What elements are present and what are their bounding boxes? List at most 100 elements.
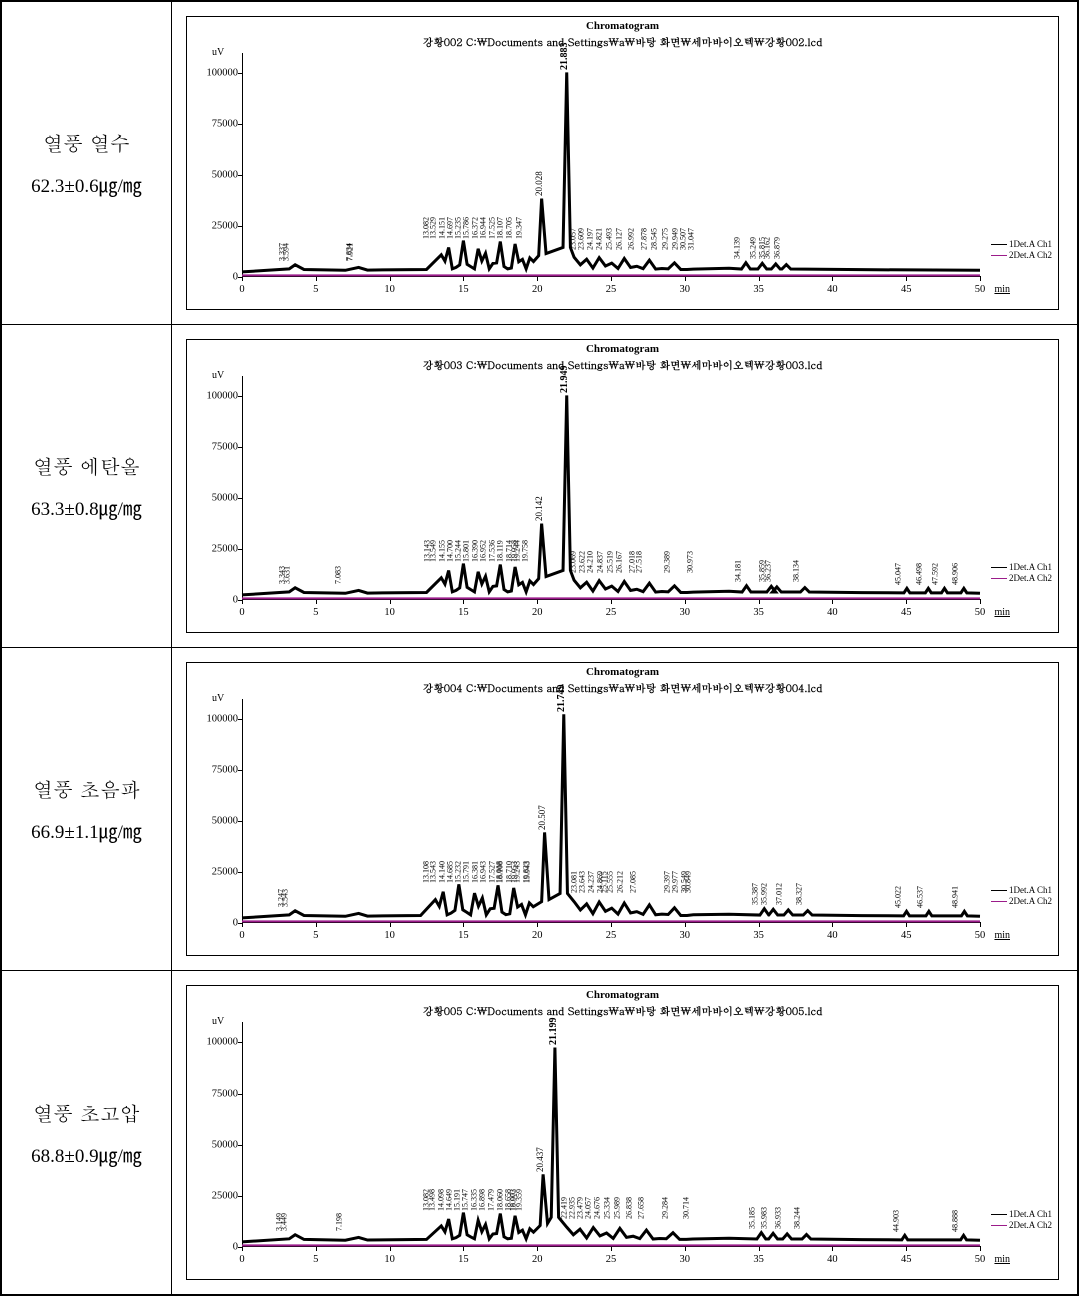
x-tick: [537, 600, 538, 604]
peak-retention-label: 23.643: [577, 871, 586, 893]
x-tick: [980, 600, 981, 604]
row-label-cell: 열풍 에탄올63.3±0.8㎍/㎎: [2, 325, 172, 647]
x-tick-label: 25: [606, 284, 617, 295]
peak-retention-label: 26.992: [627, 228, 636, 250]
x-tick: [611, 923, 612, 927]
table-row: 열풍 열수62.3±0.6㎍/㎎Chromatogram강황002 C:\Doc…: [2, 2, 1077, 325]
x-tick: [242, 277, 243, 281]
peak-retention-label: 7.198: [335, 1213, 344, 1231]
x-tick: [242, 923, 243, 927]
y-tick-label: 100000: [194, 1037, 238, 1048]
x-tick-label: 5: [313, 284, 318, 295]
legend-swatch: [991, 578, 1007, 579]
peak-retention-label: 25.493: [605, 228, 614, 250]
peak-retention-label: 24.237: [586, 871, 595, 893]
legend-entry: 1Det.A Ch1: [991, 239, 1052, 250]
y-axis-unit: uV: [212, 693, 224, 704]
main-peak-label: 21.949: [559, 366, 570, 394]
plot-area: uV02500050000750001000000510152025303540…: [242, 699, 980, 923]
peak-retention-label: 19.943: [523, 861, 532, 883]
x-tick-label: 10: [384, 1254, 395, 1265]
y-axis-unit: uV: [212, 370, 224, 381]
x-tick: [685, 923, 686, 927]
x-tick: [906, 277, 907, 281]
x-tick-label: 20: [532, 607, 543, 618]
sample-concentration-value: 63.3±0.8㎍/㎎: [31, 494, 142, 521]
row-label-cell: 열풍 초고압68.8±0.9㎍/㎎: [2, 971, 172, 1294]
x-axis-unit: min: [994, 607, 1010, 618]
peak-retention-label: 46.537: [915, 886, 924, 908]
chromatogram-title: Chromatogram: [187, 666, 1058, 678]
legend: 1Det.A Ch12Det.A Ch2: [991, 1209, 1052, 1232]
x-tick: [390, 923, 391, 927]
peak-retention-label: 7.083: [333, 566, 342, 584]
peak-retention-label: 18.107: [496, 217, 505, 239]
peak-retention-label: 13.529: [428, 217, 437, 239]
x-tick: [316, 277, 317, 281]
peak-retention-label: 46.498: [915, 563, 924, 585]
peak-retention-label: 26.838: [625, 1197, 634, 1219]
x-tick-label: 5: [313, 607, 318, 618]
peak-retention-label: 26.212: [615, 871, 624, 893]
y-tick-label: 50000: [194, 493, 238, 504]
peak-retention-label: 36.933: [774, 1207, 783, 1229]
y-tick-label: 25000: [194, 867, 238, 878]
x-tick-label: 10: [384, 284, 395, 295]
x-tick-label: 15: [458, 607, 469, 618]
x-tick-label: 30: [680, 284, 691, 295]
legend-label: 2Det.A Ch2: [1009, 250, 1052, 260]
main-peak-label: 21.749: [556, 685, 567, 713]
legend: 1Det.A Ch12Det.A Ch2: [991, 885, 1052, 908]
chromatogram-title: Chromatogram: [187, 343, 1058, 355]
legend-label: 1Det.A Ch1: [1009, 239, 1052, 249]
x-tick-label: 5: [313, 1254, 318, 1265]
peak-retention-label: 27.518: [635, 551, 644, 573]
x-tick: [611, 600, 612, 604]
peak-retention-label: 29.389: [662, 551, 671, 573]
x-axis-unit: min: [994, 284, 1010, 295]
y-tick-label: 0: [194, 1242, 238, 1253]
y-tick-label: 75000: [194, 765, 238, 776]
peak-retention-label: 35.249: [749, 237, 758, 259]
y-axis-unit: uV: [212, 47, 224, 58]
chromatogram-panel: Chromatogram강황002 C:\Documents and Setti…: [186, 16, 1059, 310]
y-axis-unit: uV: [212, 1016, 224, 1027]
x-tick: [611, 1247, 612, 1251]
peak-retention-label: 15.801: [462, 540, 471, 562]
peak-retention-label: 15.786: [462, 217, 471, 239]
peak-retention-label: 24.676: [593, 1197, 602, 1219]
x-tick-label: 35: [753, 930, 764, 941]
x-tick-label: 40: [827, 607, 838, 618]
legend-label: 1Det.A Ch1: [1009, 562, 1052, 572]
peak-retention-label: 29.275: [661, 228, 670, 250]
main-peak-label: 21.199: [548, 1018, 559, 1046]
peak-retention-label: 18.018: [494, 861, 503, 883]
x-tick: [980, 277, 981, 281]
y-tick-label: 25000: [194, 1190, 238, 1201]
x-tick: [759, 600, 760, 604]
x-tick-label: 25: [606, 930, 617, 941]
peak-retention-label: 45.047: [893, 563, 902, 585]
chromatogram-cell: Chromatogram강황005 C:\Documents and Setti…: [172, 971, 1077, 1294]
chromatogram-table: 열풍 열수62.3±0.6㎍/㎎Chromatogram강황002 C:\Doc…: [0, 0, 1079, 1296]
peak-retention-label: 7.921: [345, 243, 354, 261]
x-tick-label: 35: [753, 284, 764, 295]
x-tick: [390, 277, 391, 281]
peak-retention-label: 38.327: [794, 883, 803, 905]
peak-retention-label: 34.139: [732, 237, 741, 259]
x-tick-label: 45: [901, 284, 912, 295]
x-tick: [759, 923, 760, 927]
x-tick: [537, 277, 538, 281]
x-tick: [832, 600, 833, 604]
x-tick-label: 35: [753, 607, 764, 618]
y-tick-label: 50000: [194, 170, 238, 181]
x-tick-label: 5: [313, 930, 318, 941]
table-row: 열풍 초고압68.8±0.9㎍/㎎Chromatogram강황005 C:\Do…: [2, 971, 1077, 1294]
chromatogram-subtitle: 강황003 C:\Documents and Settings\a\바탕 화면\…: [187, 357, 1058, 372]
legend-swatch: [991, 890, 1007, 891]
peak-retention-label: 24.821: [595, 228, 604, 250]
x-tick-label: 40: [827, 1254, 838, 1265]
x-tick: [316, 923, 317, 927]
x-tick: [832, 277, 833, 281]
x-tick: [980, 1247, 981, 1251]
